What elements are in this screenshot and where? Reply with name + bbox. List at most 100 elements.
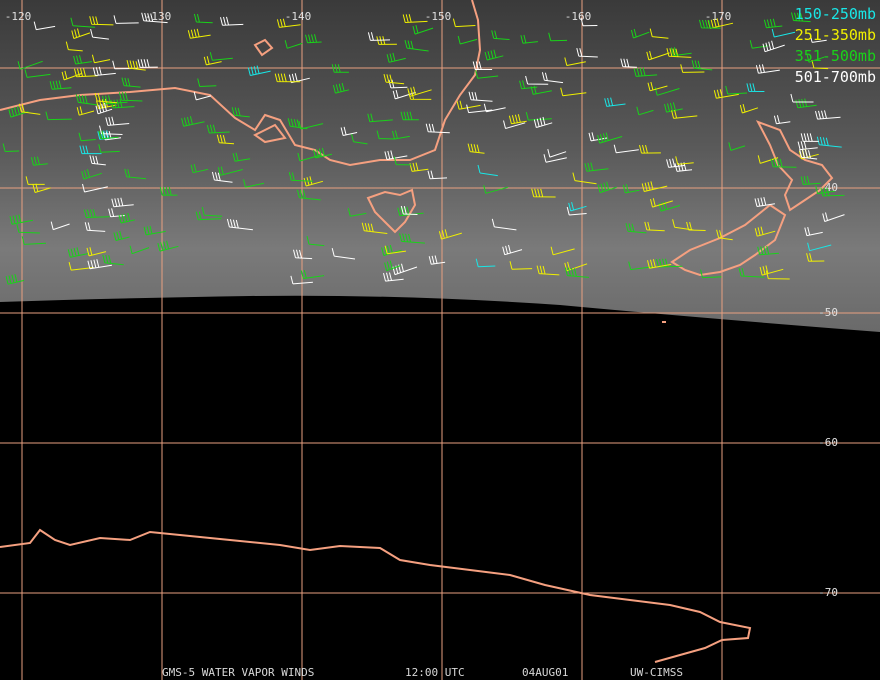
wind-barb	[388, 79, 408, 89]
wind-barb	[211, 171, 233, 183]
wind-barb	[604, 97, 626, 107]
wind-barb	[81, 169, 102, 180]
wind-barb	[770, 158, 797, 168]
wind-barb	[98, 130, 119, 140]
wind-barb	[331, 64, 349, 73]
wind-barb	[384, 260, 401, 272]
wind-barb	[584, 162, 609, 172]
wind-barb	[428, 255, 446, 265]
wind-barb	[347, 208, 367, 217]
footer-text: UW-CIMSS	[630, 666, 683, 679]
wind-barb	[74, 68, 98, 78]
wind-barb	[536, 265, 560, 276]
wind-barb	[452, 18, 476, 28]
wind-barb	[670, 47, 692, 57]
wind-barb	[111, 197, 134, 208]
wind-barb	[226, 218, 253, 231]
wind-barb	[560, 87, 587, 97]
legend: 150-250mb 251-350mb 351-500mb 501-700mb	[795, 5, 876, 86]
wind-barb	[625, 223, 647, 234]
wind-barb	[795, 98, 817, 109]
wind-barb	[654, 87, 680, 96]
wind-barb	[548, 32, 568, 42]
wind-barb	[206, 124, 230, 134]
tasmania-coast	[366, 188, 417, 234]
wind-barb	[113, 15, 139, 24]
wind-barb	[409, 162, 429, 172]
wind-barb	[658, 201, 681, 212]
wind-barb	[118, 212, 135, 224]
wind-barb	[754, 196, 775, 207]
wind-barb	[746, 83, 765, 92]
wind-barb	[351, 133, 368, 145]
wind-barb	[738, 267, 765, 278]
wind-barb	[820, 187, 845, 197]
wind-barb	[399, 233, 425, 244]
wind-barb	[209, 52, 233, 61]
wind-barb	[491, 30, 510, 40]
wind-barb	[739, 103, 759, 114]
new-zealand-north	[755, 120, 834, 212]
wind-barb	[203, 56, 222, 66]
wind-barb	[50, 221, 70, 231]
wind-barb	[24, 69, 51, 78]
wind-barb	[113, 230, 130, 241]
wind-barb	[75, 94, 99, 106]
wind-barb	[367, 32, 391, 41]
wind-barb	[533, 116, 553, 128]
wind-barb	[5, 273, 25, 285]
wind-barb	[124, 168, 147, 180]
longitude-label: -120	[5, 10, 32, 23]
wind-barb	[671, 109, 698, 119]
wind-barb	[300, 269, 325, 279]
wind-barb	[636, 106, 654, 116]
wind-barb	[639, 144, 661, 154]
wind-barb	[94, 92, 118, 104]
wind-barb	[691, 60, 713, 71]
wind-barb	[288, 172, 313, 182]
wind-barb	[159, 187, 178, 196]
wind-barb	[771, 28, 796, 38]
wind-barb	[815, 110, 841, 120]
legend-entry: 251-350mb	[795, 26, 876, 44]
wind-barb	[16, 224, 40, 234]
wind-barb	[713, 89, 739, 99]
wind-barb	[45, 111, 72, 121]
footer-text: 12:00 UTC	[405, 666, 465, 679]
wind-barb	[754, 226, 776, 237]
wind-barb	[564, 57, 586, 66]
latitude-label: -40	[818, 181, 838, 194]
wind-barb	[797, 140, 818, 151]
wind-barb	[84, 222, 106, 232]
wind-barb	[790, 93, 814, 103]
wind-barb	[477, 164, 498, 177]
wind-barb	[18, 103, 41, 115]
wind-barb	[804, 226, 823, 237]
wind-barb	[647, 81, 668, 92]
wind-barb	[296, 189, 321, 201]
wind-barb	[674, 162, 693, 172]
wind-barb	[32, 183, 51, 193]
wind-barb	[86, 247, 107, 257]
wind-barb	[644, 221, 665, 232]
wind-barb	[647, 259, 672, 269]
wind-barb	[757, 155, 779, 164]
wind-barb	[8, 106, 29, 118]
wind-barb	[95, 102, 113, 115]
wind-barb	[70, 17, 96, 28]
wind-barb	[30, 156, 48, 166]
wind-barb	[483, 185, 509, 194]
wind-barb	[822, 212, 845, 222]
wind-barb	[580, 17, 598, 27]
wind-barb	[102, 130, 122, 141]
wind-barb	[550, 246, 575, 256]
wind-barb	[806, 253, 825, 262]
wind-barb	[472, 61, 493, 70]
wind-barb	[2, 143, 20, 152]
wind-barb	[728, 142, 746, 151]
wind-barb	[475, 70, 499, 79]
wind-barb	[121, 77, 141, 88]
wind-barb	[806, 54, 825, 63]
wind-barb	[809, 34, 827, 43]
wind-barb	[597, 181, 617, 194]
